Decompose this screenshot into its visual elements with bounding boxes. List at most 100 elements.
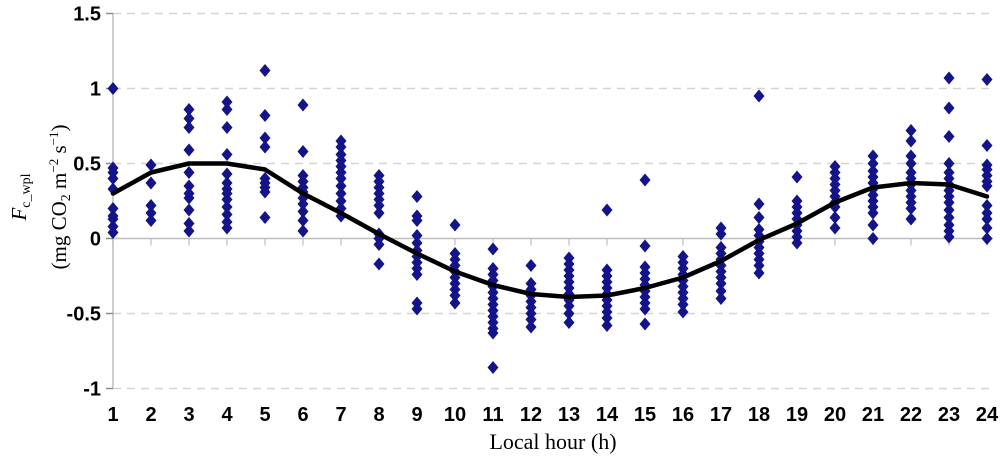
x-tick-label: 23 [938, 404, 960, 426]
scatter-point [715, 284, 727, 298]
x-tick-label: 10 [444, 404, 466, 426]
scatter-point [981, 73, 993, 86]
scatter-point [943, 101, 955, 115]
x-tick-label: 13 [558, 404, 580, 426]
scatter-point [753, 259, 765, 272]
y-axis-title: Fc_wpl (mg CO2 m−2 s−1) [6, 7, 74, 387]
scatter-point [335, 187, 347, 200]
scatter-point [411, 190, 423, 203]
scatter-point [183, 143, 195, 157]
scatter-point [259, 109, 271, 122]
x-tick-label: 18 [748, 404, 770, 426]
scatter-point [753, 211, 765, 224]
scatter-point [715, 227, 727, 241]
scatter-point [943, 211, 955, 224]
scatter-point [525, 313, 537, 326]
scatter-point [905, 149, 917, 163]
scatter-point [297, 98, 309, 112]
scatter-point [981, 139, 993, 152]
scatter-point [943, 157, 955, 170]
scatter-point [943, 71, 955, 85]
scatter-point [601, 319, 613, 332]
scatter-point [791, 170, 803, 184]
scatter-point [905, 212, 917, 226]
scatter-point [183, 112, 195, 125]
scatter-point [297, 214, 309, 227]
scatter-point [829, 211, 841, 224]
x-tick-label: 17 [710, 404, 732, 426]
scatter-point [943, 203, 955, 217]
scatter-point [677, 298, 689, 311]
scatter-point [411, 236, 423, 250]
scatter-point [449, 296, 461, 310]
scatter-point [221, 121, 233, 134]
scatter-point [943, 230, 955, 244]
scatter-point [221, 193, 233, 206]
scatter-point [639, 173, 651, 187]
scatter-point [373, 257, 385, 271]
x-tick-label: 20 [824, 404, 846, 426]
x-tick-label: 15 [634, 404, 656, 426]
scatter-point [183, 203, 195, 217]
scatter-point [221, 221, 233, 235]
x-tick-label: 1 [107, 404, 118, 426]
scatter-point [145, 214, 157, 227]
scatter-point [145, 158, 157, 172]
scatter-point [297, 224, 309, 238]
scatter-point [259, 64, 271, 77]
gridlines [106, 12, 993, 390]
scatter-point [867, 232, 879, 245]
scatter-point [107, 82, 119, 95]
scatter-point [335, 194, 347, 208]
scatter-point [981, 221, 993, 235]
scatter-point [943, 130, 955, 143]
scatter-point [221, 200, 233, 214]
scatter-point [563, 307, 575, 320]
scatter-point [981, 179, 993, 193]
scatter-point [183, 179, 195, 193]
scatter-point [867, 218, 879, 232]
scatter-point [183, 224, 195, 238]
y-tick-labels: 1.5 1 0.5 0 -0.5 -1 [67, 4, 101, 401]
y-tick-label: 1 [90, 79, 101, 101]
scatter-point [107, 172, 119, 185]
scatter-point [525, 320, 537, 334]
scatter-point [411, 302, 423, 316]
scatter-point [373, 206, 385, 220]
scatter-point [221, 103, 233, 116]
scatter-point [145, 176, 157, 190]
scatter-point [563, 299, 575, 313]
y-tick-label: -0.5 [67, 304, 101, 326]
scatter-point [373, 199, 385, 212]
scatter-point [905, 202, 917, 215]
scatter-point [183, 191, 195, 205]
scatter-point [449, 289, 461, 302]
x-tick-label: 6 [297, 404, 308, 426]
scatter-point [297, 145, 309, 158]
scatter-point [335, 140, 347, 154]
scatter-point [449, 218, 461, 232]
scatter-point [753, 197, 765, 211]
x-tick-label: 8 [373, 404, 384, 426]
y-axis-symbol: Fc_wpl [7, 173, 34, 221]
scatter-point [335, 172, 347, 185]
scatter-point [791, 236, 803, 250]
scatter-point [867, 206, 879, 220]
x-tick-label: 9 [411, 404, 422, 426]
scatter-point [221, 95, 233, 109]
scatter-point [525, 259, 537, 272]
scatter-point [639, 239, 651, 253]
scatter-point [297, 205, 309, 218]
scatter-point [677, 305, 689, 319]
scatter-point [221, 208, 233, 221]
scatter-point [715, 277, 727, 290]
scatter-point [107, 202, 119, 215]
scatter-point [107, 226, 119, 239]
y-axis-units: (mg CO2 m−2 s−1) [46, 124, 74, 270]
x-tick-label: 16 [672, 404, 694, 426]
scatter-point [335, 179, 347, 193]
x-tick-label: 24 [976, 404, 999, 426]
x-tick-label: 5 [259, 404, 270, 426]
scatter-point [753, 89, 765, 103]
mean-line [110, 161, 990, 300]
